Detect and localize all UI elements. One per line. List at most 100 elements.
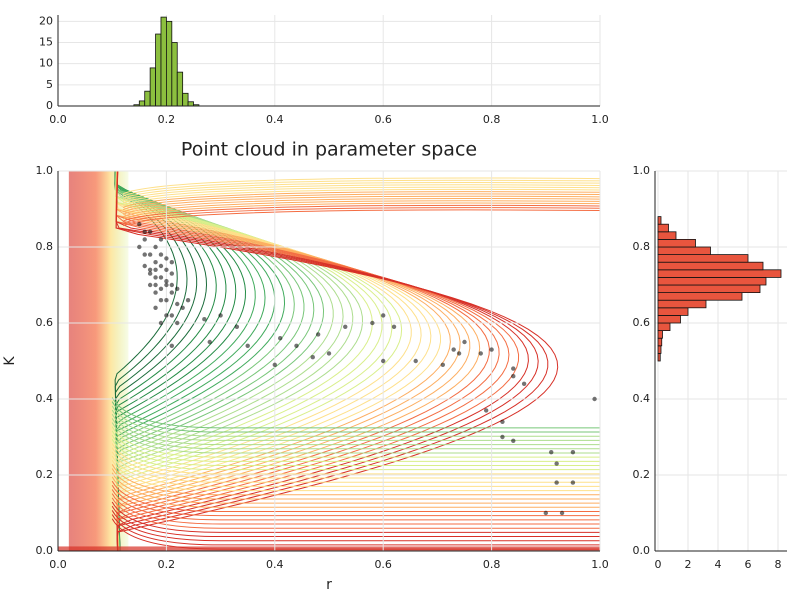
point <box>142 252 147 257</box>
contour <box>111 451 600 483</box>
x-tick-label: 0.4 <box>266 113 284 126</box>
point <box>478 351 483 356</box>
point <box>153 275 158 280</box>
point <box>158 275 164 280</box>
contour <box>111 464 600 496</box>
contour <box>122 182 600 199</box>
bar <box>657 254 749 263</box>
point <box>315 332 321 337</box>
point <box>158 320 164 326</box>
x-tick-label: 0.0 <box>49 113 67 126</box>
contour <box>122 209 600 227</box>
y-tick-label: 0.4 <box>633 392 651 405</box>
bar <box>657 246 711 255</box>
y-tick-label: 20 <box>39 14 53 27</box>
contour <box>122 184 600 202</box>
x-tick-label: 0.6 <box>374 558 392 571</box>
contour <box>111 418 600 450</box>
point <box>483 408 489 413</box>
panel <box>57 15 601 107</box>
point <box>147 252 153 257</box>
bar <box>657 352 661 362</box>
contour <box>122 188 600 206</box>
contour <box>111 489 600 521</box>
contour <box>111 497 600 529</box>
bar <box>657 299 707 309</box>
contour <box>111 455 600 487</box>
x-tick-label: 0.4 <box>266 558 284 571</box>
point <box>158 263 164 269</box>
bar <box>144 90 151 107</box>
point <box>294 343 299 348</box>
contour <box>111 426 600 458</box>
bar <box>657 231 677 240</box>
y-tick-label: 0.6 <box>36 316 54 329</box>
point <box>451 347 456 352</box>
point <box>153 305 158 310</box>
contour <box>111 409 600 441</box>
point <box>234 324 240 329</box>
contour <box>122 186 600 204</box>
bar <box>657 276 767 286</box>
point <box>153 267 158 272</box>
point <box>169 313 175 318</box>
bar <box>657 238 696 248</box>
bar <box>657 292 743 301</box>
point <box>180 305 185 310</box>
contour <box>122 204 600 222</box>
bar <box>149 67 156 107</box>
bar <box>657 284 761 293</box>
contour <box>111 447 600 479</box>
point <box>511 438 516 443</box>
y-tick-label: 0.4 <box>36 392 54 405</box>
contour <box>111 510 600 542</box>
point <box>164 282 169 288</box>
x-tick-label: 0.6 <box>374 113 392 126</box>
contour <box>111 443 600 475</box>
point <box>169 290 175 295</box>
point <box>158 252 164 257</box>
point <box>147 282 153 288</box>
y-tick-label: 0.6 <box>633 316 651 329</box>
point <box>326 351 332 356</box>
point <box>142 263 147 269</box>
y-tick-label: 0 <box>46 99 53 112</box>
contour <box>122 191 600 208</box>
point <box>272 362 277 367</box>
x-tick-label: 0.2 <box>158 558 176 571</box>
point <box>554 480 559 485</box>
contour <box>111 505 600 538</box>
contour <box>115 171 490 551</box>
contour <box>115 171 441 551</box>
contour <box>122 197 600 215</box>
point <box>511 366 516 371</box>
point <box>169 282 175 288</box>
y-axis-label: K <box>2 356 18 366</box>
contour <box>111 485 600 517</box>
bar <box>657 322 671 331</box>
point <box>440 362 446 367</box>
point <box>169 260 175 265</box>
point <box>218 313 223 318</box>
contour <box>111 459 600 492</box>
point <box>381 313 386 318</box>
contour <box>115 171 481 551</box>
y-tick-label: 10 <box>39 57 53 70</box>
y-tick-label: 15 <box>39 36 53 49</box>
contour <box>115 171 559 551</box>
panel <box>655 170 787 552</box>
point <box>521 381 527 386</box>
bar <box>160 16 167 107</box>
contour <box>111 472 600 504</box>
bar <box>171 42 178 107</box>
y-tick-label: 1.0 <box>633 164 651 177</box>
contour <box>111 401 600 433</box>
point <box>142 229 147 234</box>
bar <box>657 261 764 271</box>
point <box>147 267 153 272</box>
contour <box>111 405 600 437</box>
contour <box>111 439 600 471</box>
point <box>164 313 169 318</box>
x-tick-label: 0.8 <box>483 113 501 126</box>
